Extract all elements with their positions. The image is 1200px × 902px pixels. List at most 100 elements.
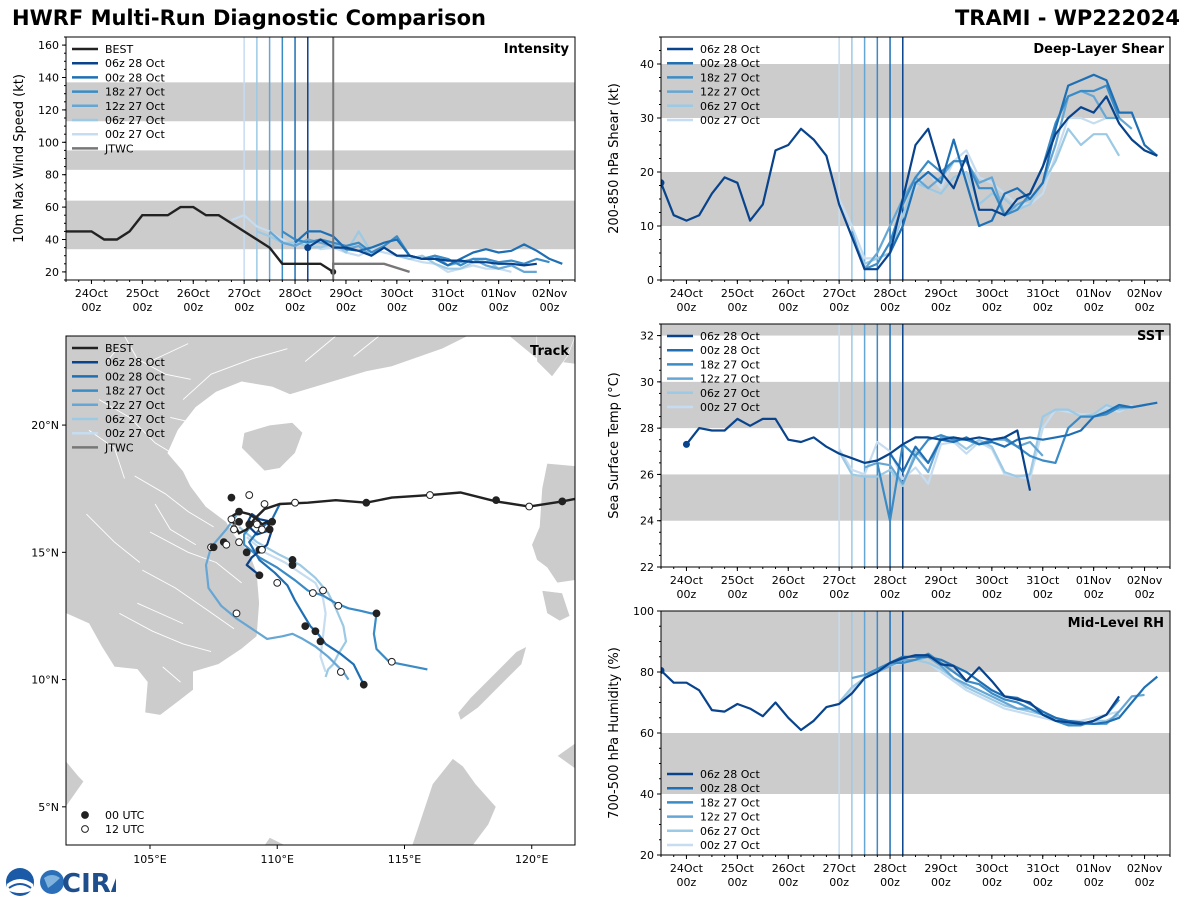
track-point-00utc [359, 680, 368, 689]
land-polygon [541, 590, 571, 622]
shaded-band [66, 82, 575, 122]
legend-label: 06z 28 Oct [700, 768, 760, 781]
land-polygon [536, 336, 575, 378]
x-tick-hour: 00z [1135, 876, 1155, 889]
intensity-chart: 2040608010012014016024Oct00z25Oct00z26Oc… [12, 36, 576, 314]
land-polygon [66, 760, 85, 808]
best-track-line [66, 205, 334, 273]
y-tick-label: 60 [45, 201, 59, 214]
legend-label: 12z 27 Oct [700, 373, 760, 386]
y-tick-label: 24 [640, 515, 654, 528]
series-group [682, 401, 1158, 522]
y-tick-label: 0 [647, 274, 654, 287]
border-line [86, 513, 141, 563]
legend-label: 00z 27 Oct [700, 401, 760, 414]
series-line-12z-27-oct [850, 89, 1133, 271]
track-line-00z-28-oct [248, 503, 365, 686]
legend-label: 18z 27 Oct [105, 385, 165, 398]
x-tick-hour: 00z [727, 876, 747, 889]
lat-tick-label: 15°N [31, 546, 59, 559]
legend-label: 18z 27 Oct [105, 86, 165, 99]
track-lines-group [204, 491, 575, 689]
y-tick-label: 30 [640, 112, 654, 125]
x-tick-date: 26Oct [772, 862, 806, 875]
x-tick-date: 30Oct [975, 862, 1009, 875]
legend-label: 12z 27 Oct [105, 100, 165, 113]
track-point-12utc [258, 525, 266, 534]
shaded-band [661, 381, 1170, 429]
x-tick-hour: 00z [1033, 876, 1053, 889]
track-point-12utc [319, 586, 327, 595]
legend-label: 18z 27 Oct [700, 358, 760, 371]
legend-label: 00z 28 Oct [700, 57, 760, 70]
x-tick-date: 27Oct [823, 574, 857, 587]
track-point-12utc [227, 515, 236, 524]
legend-label: 00z 28 Oct [105, 370, 165, 383]
land-polygon [457, 645, 528, 721]
border-line [142, 569, 235, 630]
track-point-00utc [268, 517, 277, 526]
lon-tick-label: 110°E [261, 853, 294, 866]
x-tick-date: 25Oct [126, 287, 160, 300]
x-tick-date: 24Oct [670, 574, 704, 587]
latest-run-start-point [304, 244, 312, 252]
legend-label: 06z 28 Oct [105, 57, 165, 70]
x-tick-date: 25Oct [721, 574, 755, 587]
legend-label: 12 UTC [105, 823, 145, 836]
legend-label: 00 UTC [105, 809, 145, 822]
lat-tick-label: 5°N [38, 801, 59, 814]
series-line-00z-28-oct [889, 73, 1159, 254]
x-tick-hour: 00z [880, 588, 900, 601]
series-line-18z-27-oct [864, 84, 1121, 271]
latest-run-start-point [682, 440, 690, 448]
y-axis-label: Sea Surface Temp (°C) [607, 372, 622, 519]
y-tick-label: 40 [640, 58, 654, 71]
lat-tick-label: 10°N [31, 674, 59, 687]
land-polygon [531, 462, 575, 584]
land-polygon [411, 758, 497, 845]
border-line [88, 429, 125, 479]
lon-tick-label: 120°E [515, 853, 548, 866]
y-tick-label: 20 [45, 266, 59, 279]
legend-marker-00utc [81, 811, 89, 819]
lon-tick-label: 115°E [388, 853, 421, 866]
track-line-12z-27-oct [204, 510, 350, 681]
logo-text: CIRA [62, 869, 116, 898]
x-tick-hour: 00z [1033, 588, 1053, 601]
x-tick-hour: 00z [285, 301, 305, 314]
track-line-18z-27-oct [243, 521, 428, 671]
legend-label: 06z 27 Oct [700, 100, 760, 113]
x-tick-date: 29Oct [924, 862, 958, 875]
series-group [661, 652, 1159, 732]
x-tick-date: 25Oct [721, 862, 755, 875]
x-tick-hour: 00z [931, 876, 951, 889]
legend-label: 00z 28 Oct [700, 782, 760, 795]
x-tick-hour: 00z [1033, 301, 1053, 314]
y-tick-label: 26 [640, 468, 654, 481]
y-axis-label: 10m Max Wind Speed (kt) [12, 74, 27, 243]
shaded-band [661, 611, 1170, 672]
y-tick-label: 32 [640, 330, 654, 343]
rh-chart: 2040608010024Oct00z25Oct00z26Oct00z27Oct… [607, 605, 1171, 889]
track-point-12utc [291, 498, 299, 507]
y-tick-label: 100 [38, 136, 59, 149]
y-tick-label: 20 [640, 849, 654, 862]
border-line [106, 343, 123, 362]
y-tick-label: 40 [45, 234, 59, 247]
series-line-06z-28-oct [685, 417, 1032, 491]
x-tick-date: 30Oct [975, 287, 1009, 300]
x-tick-hour: 00z [829, 588, 849, 601]
track-map: 105°E 110°E 115°E 120°E 5°N 10°N 15°N 20°N Track… [31, 335, 576, 866]
track-point-00utc [372, 609, 381, 618]
track-point-12utc [230, 525, 238, 534]
track-point-00utc [362, 498, 371, 507]
legend-label: BEST [105, 43, 133, 56]
y-tick-label: 28 [640, 422, 654, 435]
x-tick-date: 28Oct [874, 862, 908, 875]
series-line-06z-27-oct [838, 127, 1121, 265]
land-polygon [574, 631, 575, 657]
track-point-00utc [245, 520, 254, 529]
land-polygon [556, 742, 575, 769]
x-tick-hour: 00z [132, 301, 152, 314]
track-point-00utc [311, 627, 320, 636]
